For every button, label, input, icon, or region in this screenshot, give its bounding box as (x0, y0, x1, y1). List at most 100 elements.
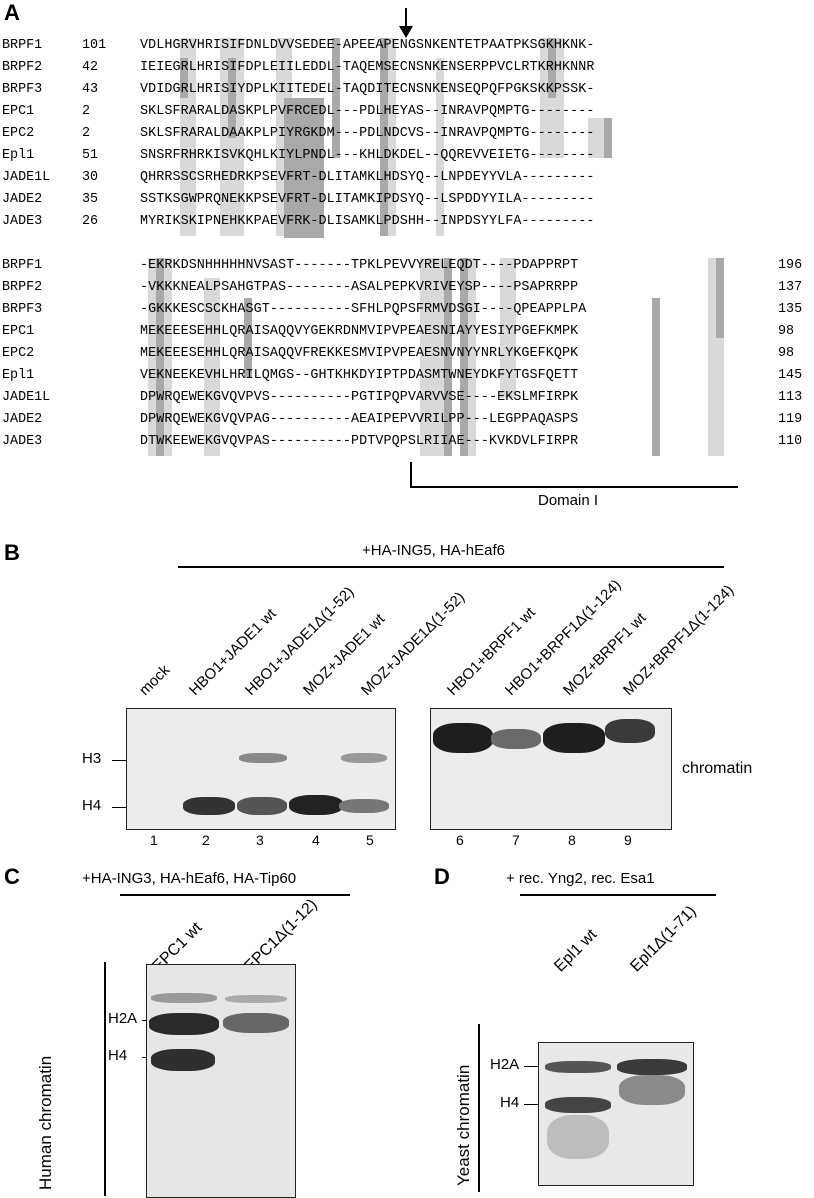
yeast-chromatin-label: Yeast chromatin (454, 1064, 473, 1186)
sequence-end: 98 (778, 346, 795, 361)
band (341, 753, 387, 763)
sequence-residues: MEKEEESEHHLQRAISAQQVFREKKESMVIPVPEAESNVN… (140, 346, 579, 361)
sequence-name: BRPF2 (2, 280, 43, 295)
panel-b-header-line (178, 566, 724, 568)
marker-h4-tick (524, 1104, 538, 1106)
lane-label: Epl1 wt (551, 926, 601, 976)
panel-c-header-line (120, 894, 350, 896)
sequence-residues: QHRRSSCSRHEDRKPSEVFRT-DLITAMKLHDSYQ--LNP… (140, 170, 595, 185)
sequence-end: 137 (778, 280, 803, 295)
sequence-name: Epl1 (2, 148, 35, 163)
lane-number: 7 (512, 832, 520, 848)
panel-c-header: +HA-ING3, HA-hEaf6, HA-Tip60 (82, 870, 297, 887)
marker-h2a-tick (524, 1066, 538, 1068)
sequence-name: BRPF1 (2, 258, 43, 273)
marker-h4: H4 (500, 1094, 520, 1111)
lane-label: HBO1+BRPF1Δ(1-124) (501, 576, 625, 699)
sequence-start: 26 (82, 214, 99, 229)
lane-number: 3 (256, 832, 264, 848)
alignment-row: EPC1 MEKEEESEHHLQRAISAQQVYGEKRDNMVIPVPEA… (0, 324, 812, 344)
lane-label: HBO1+JADE1Δ(1-52) (241, 583, 358, 699)
band (149, 1013, 219, 1035)
sequence-name: JADE1L (2, 170, 51, 185)
band (151, 1049, 215, 1071)
sequence-residues: VDIDGRLHRISIYDPLKIITEDEL-TAQDITECNSNKENS… (140, 82, 595, 97)
sequence-name: EPC2 (2, 126, 35, 141)
lane-number: 9 (624, 832, 632, 848)
sequence-residues: VEKNEEKEVHLHRILQMGS--GHTKHKDYIPTPDASMTWN… (140, 368, 579, 383)
sequence-residues: SNSRFRHRKISVKQHLKIYLPNDL---KHLDKDEL--QQR… (140, 148, 595, 163)
alignment-row: JADE3 DTWKEEWEKGVQVPAS----------PDTVPQPS… (0, 434, 812, 454)
alignment-row: BRPF3 -GKKKESCSCKHASGT----------SFHLPQPS… (0, 302, 812, 322)
sequence-name: JADE3 (2, 214, 43, 229)
marker-h2a: H2A (490, 1056, 520, 1073)
panel-c-side-line (104, 962, 106, 1196)
band (339, 799, 389, 813)
alignment-row: JADE2 35 SSTKSGWPRQNEKKPSEVFRT-DLITAMKIP… (0, 192, 780, 212)
sequence-residues: SKLSFRARALDASKPLPVFRCEDL---PDLHEYAS--INR… (140, 104, 595, 119)
lane-number: 4 (312, 832, 320, 848)
blot-c (146, 964, 296, 1198)
band (223, 1013, 289, 1033)
sequence-end: 196 (778, 258, 803, 273)
sequence-start: 43 (82, 82, 99, 97)
band (183, 797, 235, 815)
sequence-name: EPC1 (2, 104, 35, 119)
sequence-end: 135 (778, 302, 803, 317)
sequence-residues: DPWRQEWEKGVQVPAG----------AEAIPEPVVRILPP… (140, 412, 579, 427)
sequence-start: 30 (82, 170, 99, 185)
marker-h3-tick (112, 760, 126, 762)
panel-d-header: + rec. Yng2, rec. Esa1 (506, 870, 655, 887)
band (433, 723, 493, 753)
sequence-residues: DPWRQEWEKGVQVPVS----------PGTIPQPVARVVSE… (140, 390, 579, 405)
band (225, 995, 287, 1003)
sequence-name: BRPF1 (2, 38, 43, 53)
sequence-name: EPC1 (2, 324, 35, 339)
alignment-row: BRPF3 43 VDIDGRLHRISIYDPLKIITEDEL-TAQDIT… (0, 82, 780, 102)
sequence-name: BRPF3 (2, 302, 43, 317)
sequence-residues: -EKRKDSNHHHHHNVSAST-------TPKLPEVVYRELEQ… (140, 258, 579, 273)
band (543, 723, 605, 753)
band (237, 797, 287, 815)
lane-number: 5 (366, 832, 374, 848)
blot-b-left (126, 708, 396, 830)
sequence-residues: SKLSFRARALDAAKPLPIYRGKDM---PDLNDCVS--INR… (140, 126, 595, 141)
alignment-row: BRPF2 -VKKKNEALPSAHGTPAS--------ASALPEPK… (0, 280, 812, 300)
lane-label: Epl1Δ(1-71) (627, 902, 700, 976)
sequence-name: Epl1 (2, 368, 35, 383)
alignment-row: BRPF2 42 IEIEGRLHRISIFDPLEIILEDDL-TAQEMS… (0, 60, 780, 80)
alignment-row: JADE3 26 MYRIKSKIPNEHKKPAEVFRK-DLISAMKLP… (0, 214, 780, 234)
band (617, 1059, 687, 1075)
chromatin-label: chromatin (682, 760, 753, 777)
sequence-start: 2 (82, 104, 91, 119)
human-chromatin-label: Human chromatin (36, 1055, 55, 1190)
sequence-name: JADE2 (2, 192, 43, 207)
alignment-row: JADE1L DPWRQEWEKGVQVPVS----------PGTIPQP… (0, 390, 812, 410)
sequence-residues: -VKKKNEALPSAHGTPAS--------ASALPEPKVRIVEY… (140, 280, 579, 295)
alignment-row: JADE1L 30 QHRRSSCSRHEDRKPSEVFRT-DLITAMKL… (0, 170, 780, 190)
alignment-row: JADE2 DPWRQEWEKGVQVPAG----------AEAIPEPV… (0, 412, 812, 432)
sequence-start: 35 (82, 192, 99, 207)
sequence-residues: DTWKEEWEKGVQVPAS----------PDTVPQPSLRIIAE… (140, 434, 579, 449)
alignment-row: Epl1 51 SNSRFRHRKISVKQHLKIYLPNDL---KHLDK… (0, 148, 780, 168)
sequence-name: JADE2 (2, 412, 43, 427)
band (605, 719, 655, 743)
band (545, 1097, 611, 1113)
panel-d-label: D (434, 864, 450, 889)
band (151, 993, 217, 1003)
domain-label: Domain I (538, 492, 599, 509)
band (547, 1115, 609, 1159)
lane-number: 6 (456, 832, 464, 848)
blot-b-right (430, 708, 672, 830)
marker-h3: H3 (82, 750, 102, 767)
sequence-name: EPC2 (2, 346, 35, 361)
marker-h4-tick (112, 807, 126, 809)
sequence-start: 2 (82, 126, 91, 141)
sequence-residues: SSTKSGWPRQNEKKPSEVFRT-DLITAMKIPDSYQ--LSP… (140, 192, 595, 207)
sequence-start: 101 (82, 38, 107, 53)
panel-d-side-line (478, 1024, 480, 1192)
lane-label: MOZ+BRPF1Δ(1-124) (619, 581, 738, 699)
lane-number: 1 (150, 832, 158, 848)
lane-number: 8 (568, 832, 576, 848)
alignment-row: EPC2 MEKEEESEHHLQRAISAQQVFREKKESMVIPVPEA… (0, 346, 812, 366)
